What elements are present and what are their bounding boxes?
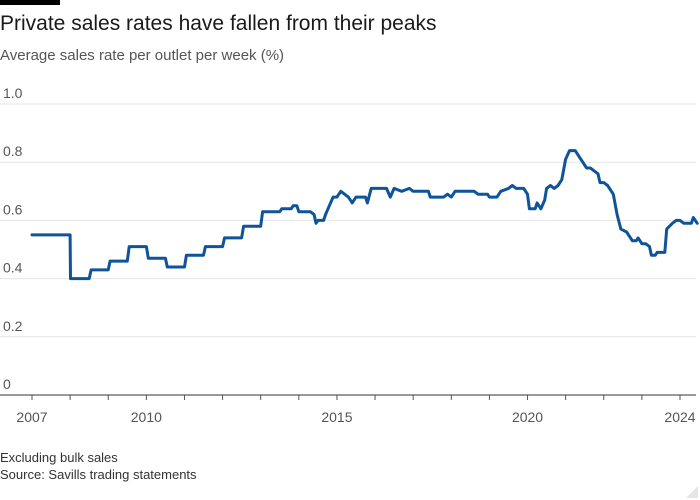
- top-accent-bar: [0, 0, 60, 5]
- x-tick-label: 2015: [321, 409, 352, 425]
- x-tick-label: 2007: [16, 409, 47, 425]
- y-tick-label: 0: [3, 376, 11, 392]
- resize-corner-mark: [686, 486, 698, 498]
- y-tick-label: 0.8: [3, 143, 23, 159]
- y-tick-label: 0.2: [3, 318, 23, 334]
- source-note: Source: Savills trading statements: [0, 467, 197, 482]
- series-layer: [30, 149, 699, 281]
- chart-title: Private sales rates have fallen from the…: [0, 12, 437, 35]
- footnote: Excluding bulk sales: [0, 450, 118, 465]
- x-axis: 2007 2010 2015 2020 2024: [0, 394, 696, 425]
- y-tick-label: 1.0: [3, 85, 23, 101]
- y-tick-label: 0.6: [3, 201, 23, 217]
- x-tick-label: 2010: [131, 409, 162, 425]
- gridlines: [0, 103, 696, 338]
- chart-subtitle: Average sales rate per outlet per week (…: [0, 47, 285, 64]
- y-axis-tick-labels: 0 0.2 0.4 0.6 0.8 1.0: [3, 85, 23, 392]
- x-tick-label: 2020: [512, 409, 543, 425]
- series-line: [30, 149, 699, 281]
- x-tick-label: 2024: [664, 409, 695, 425]
- y-tick-label: 0.4: [3, 260, 23, 276]
